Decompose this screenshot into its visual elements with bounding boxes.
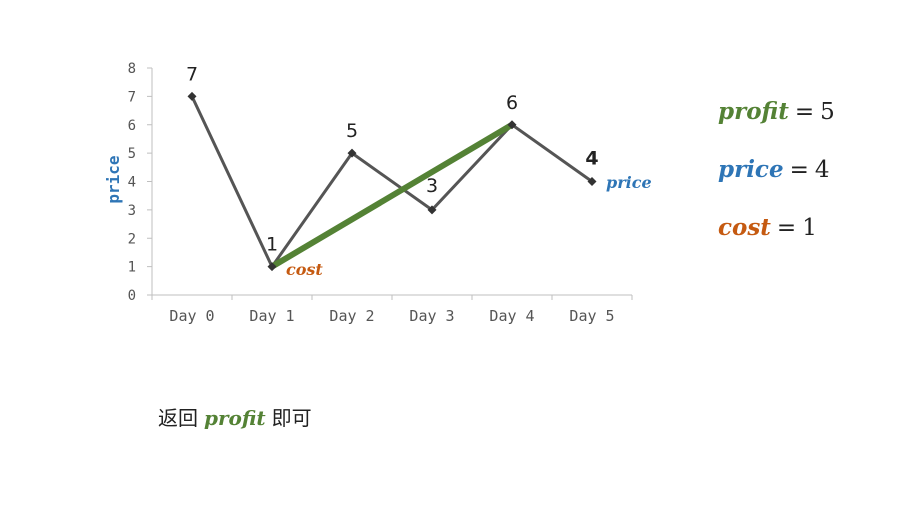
y-tick-label: 8 [128,61,136,77]
y-tick-label: 7 [128,89,136,105]
footer-variable: profit [204,406,266,430]
data-points [187,91,597,272]
x-tick-label: Day 5 [569,307,614,325]
data-label: 3 [426,175,438,197]
equation-cost: cost = 1 [718,214,817,241]
x-tick-label: Day 3 [409,307,454,325]
y-tick-label: 2 [128,231,136,247]
x-tick-label: Day 0 [169,307,214,325]
equation-profit: profit = 5 [718,98,835,125]
data-point [187,91,197,101]
data-label: 5 [346,120,358,142]
equation-variable: profit [718,98,789,125]
price-line [190,95,593,270]
equation-variable: cost [718,214,771,241]
y-axis-label: price [104,155,123,203]
chart-annotations: cost price [286,173,652,279]
annotation-cost: cost [286,260,323,279]
data-label: 7 [186,63,198,85]
equation-price: price = 4 [718,156,830,183]
data-label: 1 [266,234,278,256]
equation-value: 1 [802,215,817,241]
data-point [347,148,357,158]
profit-segment [269,121,515,270]
equation-value: 4 [814,157,830,183]
footer-text: 返回 profit 即可 [158,402,312,431]
data-point [267,262,277,272]
annotation-price: price [606,173,652,192]
y-tick-labels: 0 1 2 3 4 5 6 7 8 [128,61,136,304]
chart-axes [147,67,633,300]
profit-line [269,121,515,270]
price-series [190,95,593,270]
data-label: 4 [585,148,598,170]
y-tick-label: 5 [128,146,136,162]
footer-suffix: 即可 [271,406,312,430]
equation-operator: = [789,157,809,183]
equation-variable: price [718,156,784,183]
data-point [427,205,437,215]
x-tick-labels: Day 0 Day 1 Day 2 Day 3 Day 4 Day 5 [169,307,614,325]
data-label: 6 [506,92,518,114]
y-tick-label: 6 [128,118,136,134]
equation-value: 5 [820,99,835,125]
y-tick-label: 4 [128,175,136,191]
x-tick-label: Day 4 [489,307,534,325]
footer-prefix: 返回 [158,406,198,430]
y-tick-label: 0 [128,288,136,304]
x-tick-label: Day 1 [249,307,294,325]
data-point [587,177,597,186]
y-tick-label: 3 [128,203,136,219]
x-tick-label: Day 2 [329,307,374,325]
equation-operator: = [776,215,797,241]
data-point [507,120,517,130]
y-tick-label: 1 [128,260,136,276]
equation-operator: = [794,99,815,125]
data-labels: 7 1 5 3 6 4 [186,63,599,255]
